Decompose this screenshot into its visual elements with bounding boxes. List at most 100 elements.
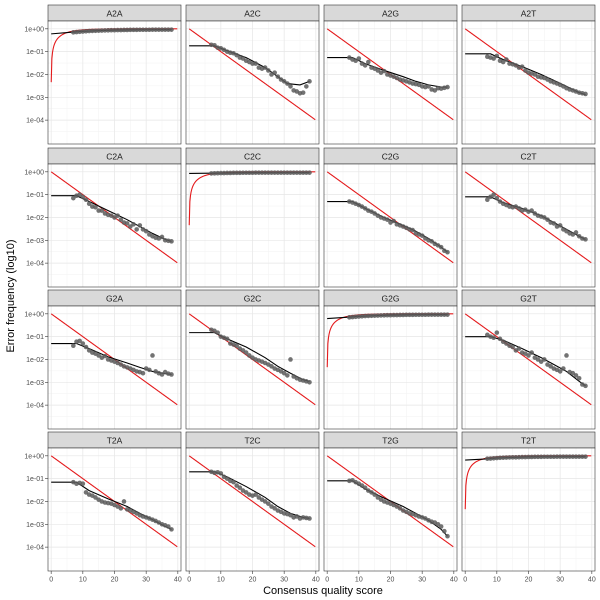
facet-strip-label: G2G [382, 294, 400, 304]
facet-panel-g2c: G2C [185, 289, 320, 430]
observed-point [285, 170, 290, 175]
observed-point [256, 170, 262, 175]
observed-point [442, 528, 447, 534]
observed-point [134, 227, 139, 232]
facet-strip-label: A2C [244, 9, 261, 19]
facet-strip-label: T2T [521, 436, 536, 446]
x-tick-label: 30 [556, 577, 564, 584]
observed-point [557, 454, 563, 459]
observed-point [169, 372, 174, 377]
panel-border [47, 20, 182, 145]
observed-point [583, 383, 588, 389]
observed-point [307, 170, 312, 175]
observed-point [131, 27, 136, 33]
facet-panel-c2c: C2C [185, 147, 320, 288]
observed-point [234, 170, 239, 176]
observed-point [121, 499, 127, 504]
observed-point [118, 217, 124, 222]
observed-point [285, 81, 290, 86]
observed-point [288, 84, 293, 89]
y-tick-label: 1e-02 [26, 72, 44, 79]
observed-point [153, 27, 158, 32]
y-tick-label: 1e-01 [26, 192, 44, 199]
panel-data-layer [188, 28, 316, 121]
observed-point [218, 471, 224, 476]
y-tick-label: 1e-03 [26, 95, 44, 102]
panel-border [47, 305, 182, 430]
x-tick-label: 40 [312, 577, 320, 584]
x-tick-label: 30 [418, 577, 426, 584]
observed-point [115, 27, 120, 33]
observed-point [109, 27, 114, 33]
observed-point [362, 485, 368, 491]
observed-point [150, 353, 155, 358]
observed-point [304, 84, 309, 89]
observed-point [438, 244, 444, 250]
observed-point [80, 194, 86, 200]
observed-point [491, 335, 496, 340]
nominal-error-curve [326, 171, 454, 264]
observed-point [266, 501, 271, 506]
observed-point [435, 312, 441, 317]
observed-point [118, 506, 124, 511]
observed-point [77, 338, 82, 344]
observed-point [156, 27, 162, 32]
panel-grid [48, 164, 181, 287]
panel-grid [186, 306, 319, 429]
observed-point [497, 336, 503, 342]
observed-point [429, 239, 434, 244]
observed-point [96, 208, 101, 213]
facet-strip-label: G2C [244, 294, 261, 304]
panel-data-layer [464, 28, 592, 121]
panel-grid [48, 448, 181, 571]
facet-panel-t2a: T2A 1e+00 1e-01 1e-02 1e-03 1e-04 0 10 20 30 40 [24, 431, 182, 584]
observed-point [243, 170, 249, 176]
y-axis-title: Error frequency (log10) [5, 239, 17, 352]
facet-strip-label: C2C [244, 152, 261, 162]
panel-border [185, 163, 320, 288]
panel-data-layer [188, 455, 316, 548]
y-tick-label: 1e-03 [26, 522, 44, 529]
observed-point [159, 27, 165, 32]
observed-point [494, 330, 500, 335]
observed-point [557, 369, 563, 374]
observed-point [545, 454, 550, 460]
observed-point [429, 312, 434, 317]
facet-panel-t2t: T2T 0 10 20 30 40 [461, 431, 596, 584]
observed-point [391, 312, 396, 318]
observed-point [234, 52, 239, 58]
observed-point [491, 56, 496, 61]
panel-border [47, 163, 182, 288]
panel-data-layer [326, 171, 454, 264]
observed-point [159, 234, 165, 240]
observed-point [218, 170, 224, 176]
observed-point [278, 170, 284, 175]
observed-point [410, 227, 415, 233]
observed-point [526, 454, 531, 460]
observed-point [529, 208, 534, 213]
observed-point [140, 27, 146, 33]
observed-point [438, 524, 444, 529]
facet-panel-g2a: G2A 1e+00 1e-01 1e-02 1e-03 1e-04 [24, 289, 182, 430]
observed-point [557, 223, 563, 228]
observed-point [519, 454, 525, 460]
observed-point [426, 312, 431, 317]
nominal-error-curve [464, 313, 592, 406]
observed-point [83, 197, 89, 203]
observed-point [494, 53, 500, 59]
observed-point [573, 454, 579, 459]
observed-point [564, 353, 569, 358]
panel-grid [462, 21, 595, 144]
observed-point [580, 454, 585, 459]
observed-point [275, 74, 281, 79]
y-tick-label: 1e-04 [26, 118, 44, 125]
y-tick-label: 1e-04 [26, 261, 44, 268]
observed-point [407, 312, 412, 318]
y-tick-label: 1e-03 [26, 380, 44, 387]
panel-grid [48, 21, 181, 144]
nominal-error-curve [464, 171, 592, 264]
observed-point [504, 57, 509, 62]
x-tick-label: 40 [174, 577, 182, 584]
observed-point [404, 312, 409, 318]
observed-point [169, 239, 174, 244]
